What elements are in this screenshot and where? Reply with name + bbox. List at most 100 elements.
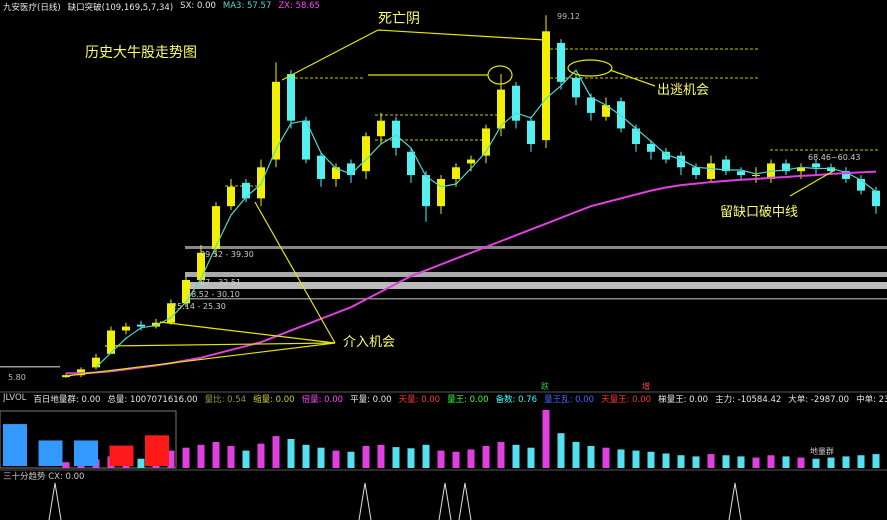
volume-bar: [617, 449, 625, 468]
candle-body: [92, 357, 100, 368]
volume-bar: [437, 450, 445, 468]
inset-bar: [38, 440, 63, 466]
annotation: 死亡阴: [378, 11, 420, 27]
volume-bar: [212, 441, 220, 468]
annotation: 99.12: [557, 12, 580, 21]
volume-bar: [347, 451, 355, 468]
candle-body: [182, 279, 190, 304]
header-item: ZX: 58.65: [278, 1, 320, 11]
volume-bar: [752, 457, 760, 468]
annotation: 37 - 32.51: [200, 278, 242, 287]
candle-body: [602, 105, 610, 117]
annotation: 留缺口破中线: [720, 205, 799, 220]
volume-bar: [272, 436, 280, 468]
ma-line: [66, 170, 877, 375]
volume-bar: [392, 447, 400, 468]
volume-bar: [497, 441, 505, 468]
annotation: 跌: [541, 382, 549, 391]
volume-bar: [812, 458, 820, 468]
volume-bar: [782, 456, 790, 468]
volume-bar: [767, 455, 775, 468]
volume-stat: 量比: 0.54: [204, 395, 247, 405]
candle-body: [527, 120, 535, 144]
annotation: 5.80: [8, 373, 26, 382]
volume-bar: [542, 410, 550, 468]
header-item: MA3: 57.57: [222, 1, 272, 11]
volume-bar: [722, 455, 730, 468]
signal-spike: [458, 482, 472, 520]
annotation: 出逃机会: [657, 83, 710, 98]
volume-stat: 天量: 0.00: [398, 395, 441, 405]
candle-body: [152, 322, 160, 327]
level-band: [185, 298, 887, 300]
volume-stat: JLVOL: [3, 393, 27, 403]
volume-stat: 总量: 1007071616.00: [107, 395, 198, 405]
volume-bar: [512, 444, 520, 468]
candle-body: [227, 186, 235, 207]
volume-bar: [362, 445, 370, 468]
highlight-circle: [567, 59, 613, 77]
candle-body: [857, 178, 865, 191]
candle-body: [677, 155, 685, 168]
candle-body: [317, 155, 325, 179]
candle-body: [587, 97, 595, 113]
volume-bar: [242, 450, 250, 468]
candle-body: [272, 81, 280, 160]
candle-body: [452, 167, 460, 179]
header-row: 九安医疗(日线) 缺口突破(109,169,5,7,34) SX: 0.00 MA3:…: [3, 1, 320, 13]
volume-bar: [227, 445, 235, 468]
volume-bar: [287, 439, 295, 468]
candle-body: [782, 163, 790, 172]
volume-stat: 主力: -10584.42: [715, 395, 782, 405]
pointer: [159, 321, 336, 344]
candle-body: [482, 128, 490, 156]
volume-bar: [602, 447, 610, 468]
candle-body: [62, 375, 70, 378]
pointer: [254, 201, 336, 344]
pointer: [377, 29, 546, 41]
volume-bar: [407, 448, 415, 468]
candle-body: [662, 151, 670, 160]
volume-bar: [632, 450, 640, 468]
volume-bar: [737, 456, 745, 468]
inset-bar: [145, 435, 169, 466]
volume-bar: [422, 444, 430, 468]
pointer: [65, 342, 336, 377]
volume-bar: [842, 456, 850, 468]
highlight-circle: [487, 65, 513, 85]
candle-body: [407, 151, 415, 176]
volume-stat: 备数: 0.76: [495, 395, 538, 405]
level-band: [185, 282, 887, 289]
annotation: 介入机会: [343, 335, 396, 350]
header-item: 缺口突破(109,169,5,7,34): [67, 3, 174, 13]
volume-stat: 大单: -2987.00: [788, 395, 850, 405]
candle-body: [497, 89, 505, 129]
volume-stat: 中单: 233.64: [856, 395, 887, 405]
candle-body: [572, 77, 580, 98]
volume-stat: 量王乱: 0.00: [544, 395, 595, 405]
candle-body: [212, 206, 220, 249]
candle-body: [707, 163, 715, 179]
volume-bar: [707, 454, 715, 468]
pointer: [104, 342, 336, 347]
candle-body: [752, 175, 760, 177]
pointer: [789, 169, 836, 197]
volume-bar: [857, 455, 865, 468]
volume-bar: [482, 445, 490, 468]
annotation: 68.46~60.43: [808, 153, 861, 162]
candle-body: [722, 159, 730, 172]
resistance-lines: [225, 48, 880, 187]
volume-bar: [557, 433, 565, 468]
volume-bar: [527, 447, 535, 468]
volume-bar: [332, 450, 340, 468]
signal-spike: [438, 482, 452, 520]
annotation: 三十分趋势 CX: 0.00: [3, 472, 85, 482]
header-item: SX: 0.00: [180, 1, 216, 11]
annotation: 地量群: [810, 447, 834, 456]
candle-body: [377, 120, 385, 137]
candle-body: [692, 167, 700, 176]
inset-bar: [3, 424, 27, 466]
